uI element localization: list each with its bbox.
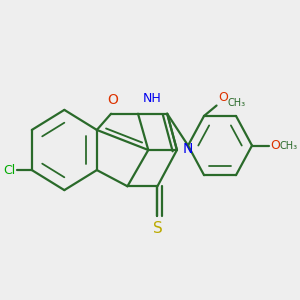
Text: O: O (107, 93, 118, 107)
Text: CH₃: CH₃ (280, 140, 298, 151)
Text: S: S (153, 221, 162, 236)
Text: NH: NH (143, 92, 162, 105)
Text: Cl: Cl (3, 164, 15, 177)
Text: CH₃: CH₃ (227, 98, 245, 108)
Text: O: O (270, 139, 280, 152)
Text: O: O (218, 91, 228, 104)
Text: N: N (183, 142, 194, 155)
